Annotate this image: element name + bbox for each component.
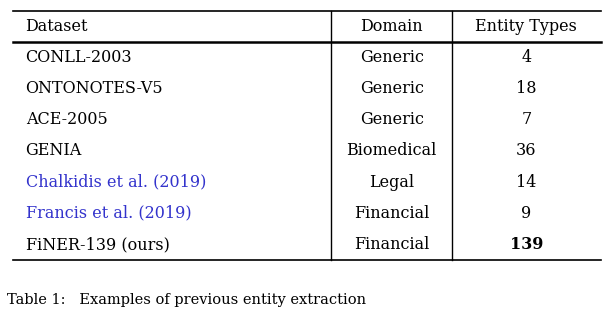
Text: Table 1:   Examples of previous entity extraction: Table 1: Examples of previous entity ext… [7, 293, 367, 307]
Text: Entity Types: Entity Types [475, 18, 578, 35]
Text: Financial: Financial [354, 205, 429, 222]
Text: 7: 7 [521, 111, 531, 128]
Text: 18: 18 [516, 80, 537, 97]
Text: Generic: Generic [360, 49, 424, 66]
Text: ACE-2005: ACE-2005 [26, 111, 108, 128]
Text: 9: 9 [521, 205, 531, 222]
Text: 36: 36 [516, 142, 537, 160]
Text: Biomedical: Biomedical [347, 142, 437, 160]
Text: 139: 139 [510, 236, 543, 253]
Text: 4: 4 [521, 49, 531, 66]
Text: 14: 14 [516, 174, 537, 190]
Text: Generic: Generic [360, 80, 424, 97]
Text: Financial: Financial [354, 236, 429, 253]
Text: FiNER-139 (ours): FiNER-139 (ours) [26, 236, 170, 253]
Text: Francis et al. (2019): Francis et al. (2019) [26, 205, 192, 222]
Text: Generic: Generic [360, 111, 424, 128]
Text: Dataset: Dataset [26, 18, 88, 35]
Text: CONLL-2003: CONLL-2003 [26, 49, 132, 66]
Text: GENIA: GENIA [26, 142, 82, 160]
Text: ONTONOTES-V5: ONTONOTES-V5 [26, 80, 163, 97]
Text: Domain: Domain [361, 18, 423, 35]
Text: Chalkidis et al. (2019): Chalkidis et al. (2019) [26, 174, 206, 190]
Text: Legal: Legal [369, 174, 414, 190]
